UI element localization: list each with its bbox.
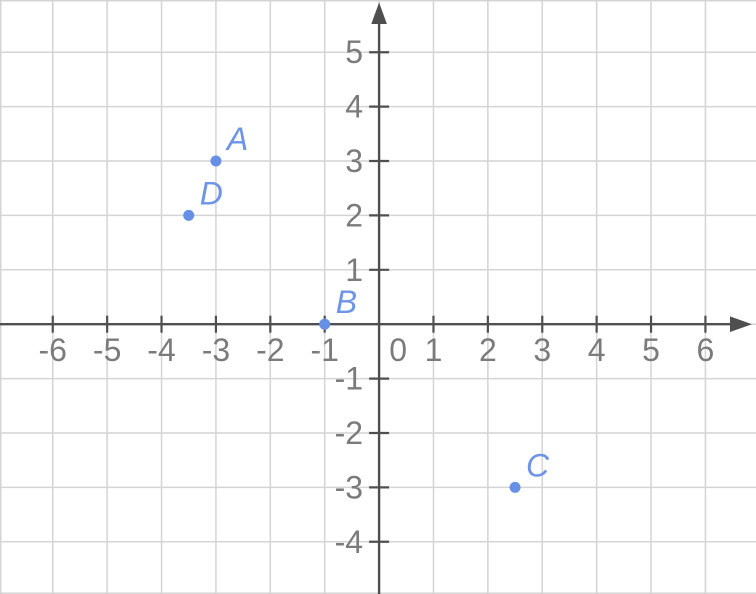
y-tick-label: -1 (335, 361, 363, 397)
y-tick-label: 5 (345, 34, 363, 70)
point-dot-A (210, 155, 222, 167)
x-tick-label: 6 (697, 332, 715, 368)
point-label-C: C (526, 447, 550, 483)
y-tick-label: 2 (345, 197, 363, 233)
x-tick-label: 1 (425, 332, 443, 368)
x-tick-label: -4 (147, 332, 175, 368)
point-dot-C (509, 481, 521, 493)
x-tick-label: 2 (479, 332, 497, 368)
y-tick-label: 4 (345, 89, 363, 125)
x-tick-label: -5 (93, 332, 121, 368)
point-label-A: A (225, 121, 248, 157)
point-label-D: D (200, 175, 223, 211)
x-tick-label: 5 (642, 332, 660, 368)
point-label-B: B (336, 284, 357, 320)
point-dot-D (183, 209, 195, 221)
y-tick-label: -3 (335, 469, 363, 505)
x-axis-arrow-icon (730, 316, 752, 332)
y-tick-label: 3 (345, 143, 363, 179)
x-tick-label: -2 (256, 332, 284, 368)
x-tick-label: -1 (310, 332, 338, 368)
point-dot-B (319, 318, 331, 330)
x-tick-label: 3 (533, 332, 551, 368)
y-tick-label: 1 (345, 252, 363, 288)
x-tick-label: 0 (389, 332, 407, 368)
x-tick-label: -6 (39, 332, 67, 368)
x-tick-label: -3 (202, 332, 230, 368)
y-axis-arrow-icon (371, 2, 387, 24)
y-tick-label: -2 (335, 415, 363, 451)
x-tick-label: 4 (588, 332, 606, 368)
y-tick-label: -4 (335, 524, 363, 560)
